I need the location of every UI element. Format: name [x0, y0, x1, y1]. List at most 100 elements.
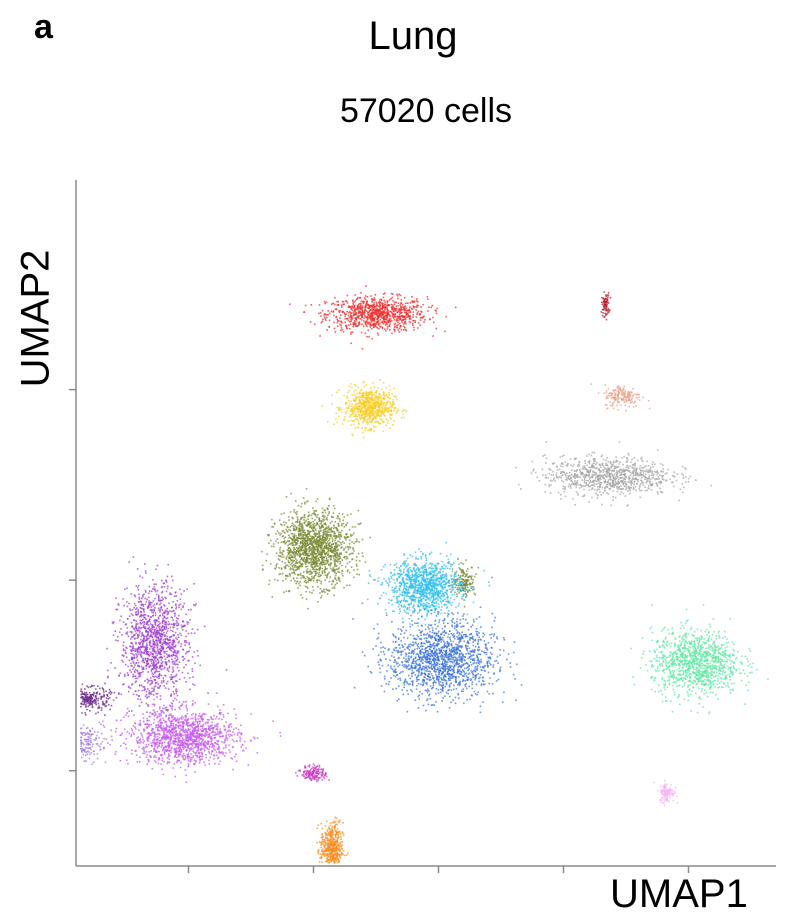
cell-point — [285, 522, 287, 524]
cell-point — [320, 562, 322, 565]
cell-point — [621, 392, 623, 394]
cell-point — [358, 422, 360, 424]
cell-point — [356, 408, 359, 410]
cell-point — [326, 562, 328, 565]
cell-point — [310, 579, 313, 582]
cell-point — [377, 315, 379, 317]
cell-point — [350, 419, 353, 422]
cell-point — [340, 324, 342, 327]
cell-point — [284, 567, 286, 570]
cell-point — [383, 411, 386, 413]
cell-point — [596, 474, 599, 477]
cell-point — [427, 588, 430, 591]
cell-point — [409, 315, 411, 317]
cell-point — [407, 309, 409, 312]
cell-point — [293, 511, 296, 513]
cell-point — [363, 320, 365, 322]
cell-point — [382, 320, 384, 323]
cell-point — [292, 517, 294, 520]
cell-point — [304, 538, 306, 540]
cell-point — [617, 387, 619, 390]
cell-point — [518, 483, 520, 486]
cell-point — [308, 546, 310, 549]
cell-point — [616, 393, 619, 396]
cell-point — [595, 479, 597, 482]
cell-point — [323, 547, 326, 549]
cell-point — [288, 550, 291, 552]
cell-point — [309, 569, 312, 571]
cell-point — [614, 397, 616, 399]
cell-point — [351, 331, 354, 334]
cell-point — [351, 410, 354, 412]
cell-point — [651, 463, 653, 466]
cell-point — [398, 331, 401, 333]
cell-point — [620, 390, 622, 393]
cell-point — [630, 482, 632, 485]
cell-point — [369, 416, 372, 419]
cell-point — [287, 544, 289, 547]
cell-point — [324, 509, 327, 511]
cell-point — [328, 563, 330, 565]
cell-point — [544, 474, 547, 476]
cell-point — [411, 324, 414, 326]
cell-point — [293, 541, 296, 543]
cell-point — [359, 400, 361, 402]
cell-point — [577, 483, 579, 486]
cell-point — [321, 507, 324, 510]
cell-point — [333, 532, 335, 535]
cell-point — [378, 402, 380, 404]
cell-point — [395, 320, 398, 322]
cell-point — [615, 474, 618, 476]
cell-point — [361, 313, 363, 315]
cell-point — [310, 521, 313, 524]
cell-point — [328, 590, 330, 592]
cell-point — [333, 531, 336, 533]
cell-point — [320, 551, 322, 554]
cell-point — [416, 571, 418, 574]
cell-point — [436, 589, 438, 591]
cell-point — [416, 306, 419, 308]
cell-point — [338, 554, 341, 556]
cell-point — [351, 552, 353, 555]
cell-point — [331, 587, 334, 589]
cell-point — [373, 311, 375, 314]
cell-point — [292, 523, 295, 526]
cell-point — [365, 403, 368, 405]
cell-point — [317, 536, 319, 538]
cell-point — [405, 312, 407, 314]
cell-point — [364, 408, 367, 410]
cell-point — [638, 396, 641, 398]
cell-point — [379, 325, 381, 328]
cell-point — [603, 489, 606, 492]
cell-point — [450, 604, 453, 607]
cell-point — [363, 309, 366, 311]
cell-point — [369, 536, 371, 539]
cell-point — [550, 484, 552, 486]
cell-point — [342, 303, 344, 306]
cell-point — [349, 533, 352, 536]
cell-point — [629, 486, 631, 489]
cell-point — [642, 475, 645, 477]
cell-point — [625, 482, 627, 485]
cell-point — [377, 312, 380, 315]
cell-point — [326, 507, 329, 510]
cell-point — [532, 470, 534, 472]
cell-point — [266, 553, 268, 555]
cell-point — [337, 389, 340, 391]
cell-point — [576, 469, 579, 471]
cell-point — [290, 579, 292, 582]
cell-point — [612, 477, 615, 479]
cell-point — [464, 576, 466, 578]
cell-point — [353, 542, 355, 545]
cell-point — [657, 472, 659, 474]
cell-point — [298, 528, 300, 530]
cell-point — [339, 556, 341, 558]
cell-point — [328, 539, 330, 542]
cell-point — [293, 533, 296, 535]
cell-point — [392, 305, 395, 308]
cell-point — [367, 398, 369, 401]
cell-point — [605, 295, 608, 298]
cell-point — [368, 321, 371, 324]
cell-point — [321, 567, 323, 570]
cell-point — [372, 425, 375, 427]
